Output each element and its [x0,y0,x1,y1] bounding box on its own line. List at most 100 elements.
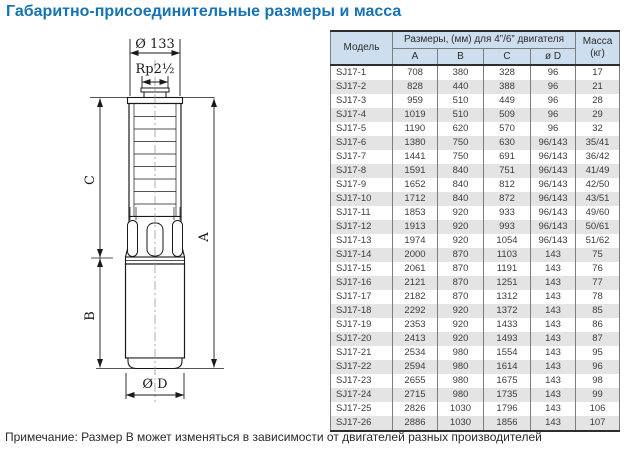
value-cell: 143 [529,318,577,332]
value-cell: 2182 [392,290,438,304]
value-cell: 50/61 [575,220,621,234]
model-cell: SJ17-8 [330,164,393,178]
value-cell: 509 [483,108,531,122]
value-cell: 933 [483,206,531,220]
value-cell: 143 [529,262,577,276]
value-cell: 1675 [483,374,531,388]
value-cell: 510 [437,108,484,122]
table-row: SJ17-26 2886 1030 1856 143 107 [330,416,621,431]
value-cell: 36/42 [575,150,621,164]
value-cell: 1853 [392,206,438,220]
model-cell: SJ17-2 [330,80,393,94]
cable-guard-tubes [127,207,183,257]
table-row: SJ17-10 1712 840 872 96/143 43/51 [330,192,621,206]
table-row: SJ17-12 1913 920 993 96/143 50/61 [330,220,621,234]
value-cell: 106 [575,402,621,416]
column-header-a: A [392,48,438,65]
value-cell: 43/51 [575,192,621,206]
value-cell: 77 [575,276,621,290]
value-cell: 96/143 [529,164,577,178]
table-row: SJ17-25 2826 1030 1796 143 106 [330,402,621,416]
value-cell: 1913 [392,220,438,234]
value-cell: 980 [437,374,484,388]
column-header-model: Модель [330,31,393,65]
value-cell: 870 [437,248,484,262]
value-cell: 920 [437,332,484,346]
value-cell: 51/62 [575,234,621,248]
mass-unit-label: (кг) [590,48,605,59]
column-header-mass: Масса (кг) [575,31,621,65]
value-cell: 2000 [392,248,438,262]
table-row: SJ17-18 2292 920 1372 143 85 [330,304,621,318]
value-cell: 1251 [483,276,531,290]
model-cell: SJ17-22 [330,360,393,374]
value-cell: 96/143 [529,150,577,164]
value-cell: 870 [437,262,484,276]
value-cell: 1019 [392,108,438,122]
column-header-d: ø D [529,48,577,65]
value-cell: 143 [529,346,577,360]
value-cell: 980 [437,346,484,360]
table-row: SJ17-16 2121 870 1251 143 77 [330,276,621,290]
value-cell: 920 [437,206,484,220]
value-cell: 920 [437,318,484,332]
table-row: SJ17-17 2182 870 1312 143 78 [330,290,621,304]
value-cell: 1191 [483,262,531,276]
model-cell: SJ17-13 [330,234,393,248]
value-cell: 750 [437,150,484,164]
value-cell: 1554 [483,346,531,360]
value-cell: 980 [437,360,484,374]
value-cell: 870 [437,290,484,304]
value-cell: 828 [392,80,438,94]
value-cell: 1030 [437,416,484,431]
value-cell: 1796 [483,402,531,416]
table-row: SJ17-11 1853 920 933 96/143 49/60 [330,206,621,220]
value-cell: 2886 [392,416,438,431]
value-cell: 76 [575,262,621,276]
value-cell: 96/143 [529,234,577,248]
table-row: SJ17-20 2413 920 1493 143 87 [330,332,621,346]
model-cell: SJ17-16 [330,276,393,290]
value-cell: 143 [529,304,577,318]
value-cell: 99 [575,388,621,402]
value-cell: 1441 [392,150,438,164]
table-row: SJ17-13 1974 920 1054 96/143 51/62 [330,234,621,248]
value-cell: 1493 [483,332,531,346]
value-cell: 570 [483,122,531,136]
value-cell: 96/143 [529,178,577,192]
value-cell: 870 [437,276,484,290]
model-cell: SJ17-19 [330,318,393,332]
table-row: SJ17-2 828 440 388 96 21 [330,80,621,94]
value-cell: 49/60 [575,206,621,220]
value-cell: 1054 [483,234,531,248]
value-cell: 510 [437,94,484,108]
table-row: SJ17-7 1441 750 691 96/143 36/42 [330,150,621,164]
model-cell: SJ17-6 [330,136,393,150]
table-row: SJ17-15 2061 870 1191 143 76 [330,262,621,276]
value-cell: 1591 [392,164,438,178]
value-cell: 96/143 [529,136,577,150]
table-row: SJ17-19 2353 920 1433 143 86 [330,318,621,332]
value-cell: 21 [575,80,621,94]
dimension-label-b: B [83,311,98,321]
column-header-dimensions-group: Размеры, (мм) для 4”/6” двигателя [391,31,577,49]
model-cell: SJ17-24 [330,388,393,402]
value-cell: 708 [392,64,438,80]
value-cell: 96 [529,80,577,94]
model-cell: SJ17-21 [330,346,393,360]
model-cell: SJ17-11 [330,206,393,220]
column-header-c: C [483,48,531,65]
dimension-label-thread: Rp2½ [136,62,175,77]
table-row: SJ17-23 2655 980 1675 143 98 [330,374,621,388]
value-cell: 1030 [437,402,484,416]
table-row: SJ17-24 2715 980 1735 143 99 [330,388,621,402]
value-cell: 380 [437,64,484,80]
model-cell: SJ17-20 [330,332,393,346]
table-body: SJ17-1 708 380 328 96 17 SJ17-2 828 440 388 96 21 SJ… [330,64,621,431]
model-cell: SJ17-5 [330,122,393,136]
value-cell: 1735 [483,388,531,402]
value-cell: 920 [437,220,484,234]
value-cell: 1380 [392,136,438,150]
table-row: SJ17-22 2594 980 1614 143 96 [330,360,621,374]
model-cell: SJ17-14 [330,248,393,262]
